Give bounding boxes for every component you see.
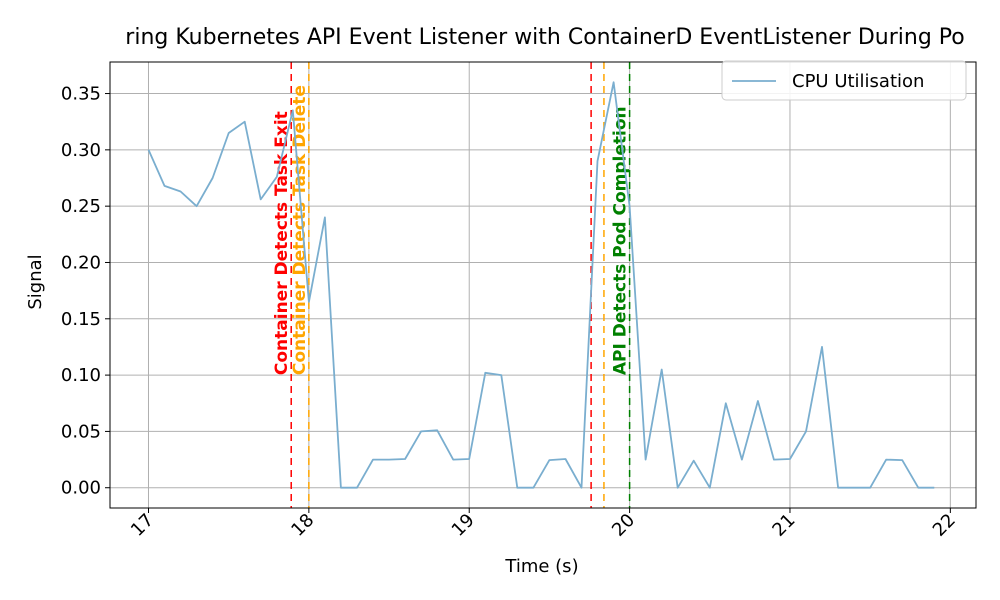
series-line-cpu-utilisation (147, 81, 935, 489)
event-marker-label: API Detects Pod Completion (611, 106, 631, 375)
y-axis-title: Signal (25, 254, 46, 309)
x-tick-label: 18 (287, 510, 318, 541)
x-tick-label: 20 (608, 510, 639, 541)
y-tick-label: 0.35 (61, 84, 101, 105)
x-axis-title: Time (s) (504, 556, 578, 577)
y-axis-ticks: 0.00 0.05 0.10 0.15 0.20 0.25 0.30 0.35 (61, 84, 110, 499)
y-tick-label: 0.05 (61, 421, 101, 442)
x-tick-label: 22 (929, 510, 960, 541)
x-axis-ticks: 17 18 19 20 21 22 (127, 508, 960, 541)
grid-lines (110, 62, 976, 508)
x-tick-label: 21 (768, 510, 799, 541)
x-tick-label: 19 (448, 510, 479, 541)
y-tick-label: 0.25 (61, 196, 101, 217)
chart-title: ring Kubernetes API Event Listener with … (125, 25, 964, 50)
y-tick-label: 0.20 (61, 252, 101, 273)
series-lines (147, 81, 935, 489)
legend-label: CPU Utilisation (792, 71, 924, 92)
legend-box (721, 60, 967, 101)
legend: CPU Utilisation (721, 60, 967, 101)
y-tick-label: 0.15 (61, 309, 101, 330)
y-tick-label: 0.30 (61, 140, 101, 161)
x-tick-label: 17 (127, 510, 158, 541)
event-marker-label: Container Detects Task Delete (290, 85, 310, 375)
plot-frame (109, 61, 977, 509)
y-tick-label: 0.00 (61, 478, 101, 499)
y-tick-label: 0.10 (61, 365, 101, 386)
